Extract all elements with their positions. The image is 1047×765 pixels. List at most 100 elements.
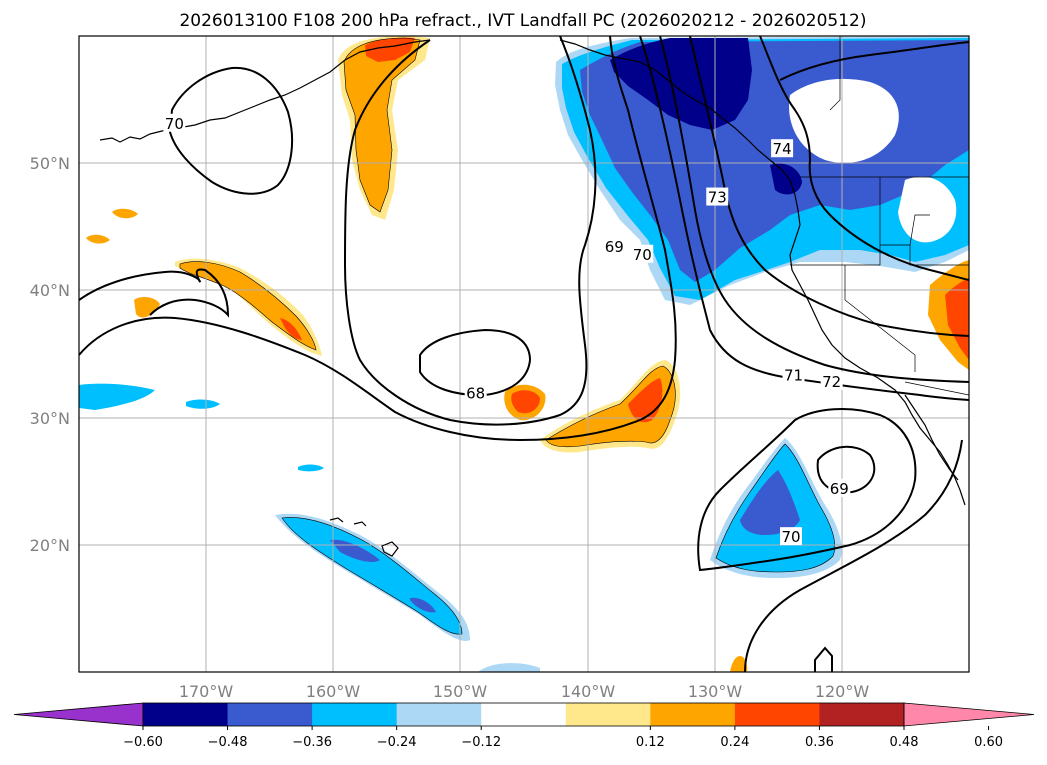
contour-label-background bbox=[163, 113, 186, 132]
shade-orange-south bbox=[730, 655, 748, 672]
colorbar-segment bbox=[143, 703, 229, 726]
edge-se bbox=[715, 443, 836, 573]
lon-tick-label: 170°W bbox=[179, 682, 234, 701]
shade-orange-band bbox=[180, 261, 316, 350]
shade-royalblue-sw-2 bbox=[410, 597, 436, 613]
coast-westcoast-us bbox=[789, 194, 966, 506]
shade-edges bbox=[179, 37, 836, 635]
shade-darkblue bbox=[610, 38, 752, 130]
contour-70-southeast bbox=[697, 407, 917, 572]
longitude-tick-labels: 170°W 160°W 150°W 140°W 130°W 120°W bbox=[179, 682, 870, 701]
colorbar-segment bbox=[227, 703, 313, 726]
edge-central-band bbox=[179, 261, 317, 351]
colorbar-tick-label: −0.24 bbox=[377, 735, 417, 750]
gridlines bbox=[79, 36, 969, 672]
colorbar-segment bbox=[396, 703, 482, 726]
shade-red-band bbox=[280, 318, 302, 340]
coast-aleutians bbox=[99, 39, 431, 143]
contour-71b bbox=[639, 36, 969, 401]
contour-label: 74 bbox=[773, 140, 792, 158]
contour-label: 71 bbox=[784, 367, 803, 385]
contour-labels: 70 68 69 70 73 74 71 72 69 70 bbox=[163, 113, 851, 546]
contour-71 bbox=[79, 268, 230, 318]
colorbar-tick-label: −0.36 bbox=[292, 735, 332, 750]
coast-hawaii bbox=[329, 517, 399, 557]
contour-68-central bbox=[419, 328, 532, 397]
contour-label-background bbox=[631, 244, 654, 263]
map-title: 2026013100 F108 200 hPa refract., IVT La… bbox=[179, 11, 866, 31]
lon-tick-label: 160°W bbox=[306, 682, 361, 701]
colorbar-tick-label: 0.36 bbox=[805, 735, 834, 750]
shade-royalblue-se bbox=[740, 470, 800, 535]
contour-label-background bbox=[603, 237, 626, 256]
contour-label-background bbox=[771, 139, 794, 158]
contour-label-background bbox=[780, 527, 802, 546]
lat-tick-label: 20°N bbox=[30, 536, 70, 555]
shade-blue-west-2 bbox=[186, 399, 220, 409]
contour-71-south bbox=[744, 439, 963, 672]
contour-70-northwest bbox=[168, 66, 294, 195]
shade-blob-2 bbox=[86, 234, 110, 244]
shaded-field-positive-north bbox=[338, 36, 430, 220]
political-borders bbox=[790, 36, 969, 396]
colorbar-segment bbox=[734, 703, 820, 726]
contour-label: 68 bbox=[466, 384, 485, 402]
contour-label: 73 bbox=[708, 189, 727, 207]
shaded-field-negative-northeast bbox=[555, 36, 969, 305]
contour-69-central bbox=[343, 36, 597, 426]
shade-white-hole-e bbox=[898, 176, 957, 243]
colorbar-tick-label: 0.60 bbox=[974, 735, 1003, 750]
lon-tick-label: 150°W bbox=[433, 682, 488, 701]
shade-red-east bbox=[945, 278, 969, 360]
colorbar: −0.60 −0.48 −0.36 −0.24 −0.12 0.12 0.24 0.36 0.4… bbox=[13, 702, 1035, 750]
edge-mid-2 bbox=[545, 365, 676, 448]
contour-label-background bbox=[820, 371, 843, 390]
shade-orange-north bbox=[344, 38, 420, 212]
shade-white-hole-ne bbox=[789, 78, 899, 163]
shade-lightblue-bottom bbox=[478, 663, 540, 672]
shade-red-north bbox=[365, 37, 415, 62]
coastlines bbox=[99, 39, 966, 557]
contour-label: 70 bbox=[165, 115, 184, 133]
contour-label: 72 bbox=[822, 373, 841, 391]
colorbar-tick-label: 0.24 bbox=[720, 735, 749, 750]
border-california bbox=[844, 265, 916, 372]
shaded-field-positive-east bbox=[928, 260, 969, 370]
edge-north-strip bbox=[343, 37, 421, 213]
colorbar-extend-min bbox=[13, 702, 144, 727]
shaded-field-positive-mid bbox=[504, 360, 748, 672]
shaded-field-negative-west bbox=[79, 383, 324, 472]
shade-red-mid-1 bbox=[511, 390, 540, 414]
contour-72 bbox=[659, 36, 969, 383]
contour-south-hook bbox=[814, 646, 833, 672]
contour-lines bbox=[79, 36, 969, 672]
colorbar-tick-label: −0.12 bbox=[461, 735, 501, 750]
colorbar-segment bbox=[312, 703, 398, 726]
lat-tick-label: 30°N bbox=[30, 409, 70, 428]
border-alaska-canada bbox=[829, 36, 841, 111]
coast-baja bbox=[904, 394, 959, 481]
colorbar-frame bbox=[142, 702, 905, 727]
shade-darkblue-spot bbox=[770, 163, 802, 195]
edge-sw bbox=[281, 517, 463, 635]
contour-label: 69 bbox=[830, 480, 849, 498]
contour-label-background bbox=[706, 187, 729, 206]
contour-69-southeast bbox=[816, 445, 876, 494]
border-mexico bbox=[904, 381, 969, 396]
contour-73-north bbox=[779, 41, 969, 81]
shade-blue-west-3 bbox=[298, 464, 324, 472]
shade-blob-1 bbox=[112, 208, 138, 219]
lon-tick-label: 130°W bbox=[688, 682, 743, 701]
border-us-states-1 bbox=[790, 244, 969, 266]
coast-alaska-gulf bbox=[559, 39, 796, 196]
shade-orange-mid-2 bbox=[546, 366, 676, 447]
colorbar-segment bbox=[565, 703, 651, 726]
border-us-states-2 bbox=[879, 177, 930, 246]
colorbar-extend-max bbox=[903, 702, 1035, 727]
colorbar-tick-label: 0.12 bbox=[636, 735, 665, 750]
lat-tick-label: 50°N bbox=[30, 154, 70, 173]
contour-74 bbox=[759, 36, 969, 281]
contour-label: 70 bbox=[633, 246, 652, 264]
contour-73 bbox=[689, 36, 969, 337]
